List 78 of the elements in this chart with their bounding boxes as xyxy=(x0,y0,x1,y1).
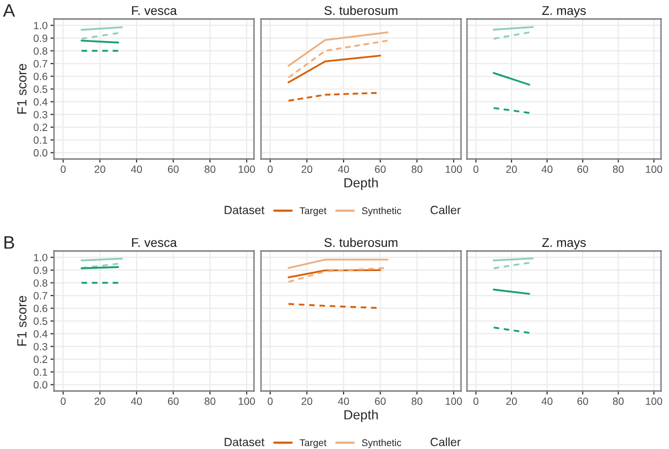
chart-title: F. vesca xyxy=(132,6,177,15)
x-tick-label: 40 xyxy=(131,166,142,173)
chart-title: S. tuberosum xyxy=(324,6,398,15)
x-tick-label: 0 xyxy=(60,166,66,173)
legend-label: Target xyxy=(300,207,326,216)
text: B xyxy=(4,236,14,249)
x-tick-label: 40 xyxy=(542,166,552,173)
y-tick-label: 1.0 xyxy=(34,254,48,262)
x-tick-label: 100 xyxy=(446,166,462,173)
legend-title: Dataset xyxy=(224,438,264,446)
x-tick-label: 0 xyxy=(473,166,478,173)
x-tick-label: 100 xyxy=(646,398,662,405)
x-tick-label: 0 xyxy=(268,166,273,173)
x-tick-label: 100 xyxy=(446,398,462,405)
x-tick-label: 20 xyxy=(94,398,106,405)
x-tick-label: 40 xyxy=(131,398,142,405)
x-tick-label: 20 xyxy=(506,398,517,405)
y-tick-label: 0.6 xyxy=(34,72,48,80)
x-tick-label: 20 xyxy=(506,166,517,173)
x-tick-label: 20 xyxy=(94,166,106,173)
x-tick-label: 20 xyxy=(302,166,312,173)
y-tick-label: 1.0 xyxy=(34,22,48,30)
chart-title: S. tuberosum xyxy=(324,238,398,247)
y-tick-label: 0.8 xyxy=(34,47,48,55)
x-tick-label: 60 xyxy=(577,398,588,405)
chart-title: F. vesca xyxy=(132,238,177,247)
y-axis-title: F1 score xyxy=(17,296,26,346)
y-tick-label: 0.7 xyxy=(34,60,48,68)
y-tick-label: 0.2 xyxy=(34,356,48,364)
x-axis-title: Depth xyxy=(344,178,378,190)
text: A xyxy=(3,4,16,17)
x-tick-label: 80 xyxy=(612,166,624,173)
x-tick-label: 80 xyxy=(412,398,422,405)
x-tick-label: 60 xyxy=(375,398,386,405)
y-tick-label: 0.9 xyxy=(34,266,48,274)
x-tick-label: 0 xyxy=(60,398,66,405)
x-tick-label: 0 xyxy=(473,398,478,405)
x-tick-label: 40 xyxy=(338,398,349,405)
x-tick-label: 20 xyxy=(302,398,312,405)
legend-label: Synthetic xyxy=(362,207,402,216)
x-tick-label: 60 xyxy=(375,166,386,173)
y-tick-label: 0.9 xyxy=(34,34,48,42)
legend-label: Target xyxy=(300,439,326,448)
text: Caller xyxy=(430,205,461,214)
x-tick-label: 60 xyxy=(168,166,179,173)
y-tick-label: 0.4 xyxy=(34,330,48,338)
x-tick-label: 40 xyxy=(542,398,552,405)
x-axis-title: Depth xyxy=(344,410,378,422)
x-tick-label: 100 xyxy=(238,398,255,405)
text: Caller xyxy=(430,437,461,446)
x-tick-label: 80 xyxy=(204,166,216,173)
y-tick-label: 0.7 xyxy=(34,292,48,300)
y-tick-label: 0.5 xyxy=(34,318,48,325)
y-tick-label: 0.1 xyxy=(34,368,48,376)
legend-title: Dataset xyxy=(224,206,264,214)
y-tick-label: 0.0 xyxy=(34,381,48,389)
chart-title: Z. mays xyxy=(542,6,586,18)
y-tick-label: 0.8 xyxy=(34,279,48,287)
x-tick-label: 100 xyxy=(646,166,662,173)
y-tick-label: 0.3 xyxy=(34,110,48,118)
x-tick-label: 100 xyxy=(238,166,255,173)
x-tick-label: 40 xyxy=(338,166,349,173)
y-tick-label: 0.5 xyxy=(34,86,48,93)
x-tick-label: 80 xyxy=(412,166,422,173)
x-tick-label: 80 xyxy=(204,398,216,405)
y-tick-label: 0.4 xyxy=(34,98,48,106)
x-tick-label: 60 xyxy=(168,398,179,405)
y-tick-label: 0.0 xyxy=(34,149,48,157)
y-tick-label: 0.3 xyxy=(34,342,48,350)
x-tick-label: 60 xyxy=(577,166,588,173)
y-axis-title: F1 score xyxy=(17,64,26,114)
legend-label: Synthetic xyxy=(362,439,402,448)
y-tick-label: 0.2 xyxy=(34,124,48,132)
y-tick-label: 0.1 xyxy=(34,136,48,144)
y-tick-label: 0.6 xyxy=(34,304,48,312)
x-tick-label: 0 xyxy=(268,398,273,405)
chart-title: Z. mays xyxy=(542,238,586,250)
x-tick-label: 80 xyxy=(612,398,624,405)
